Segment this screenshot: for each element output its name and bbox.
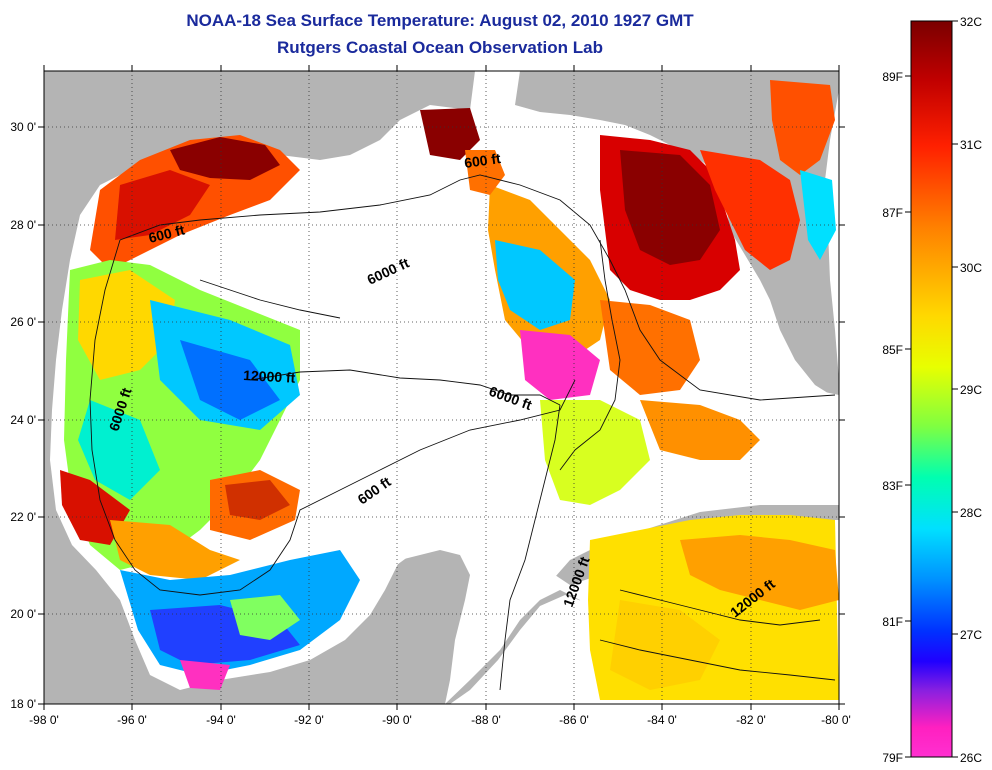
celsius-label: 29C [960,383,982,397]
celsius-label: 27C [960,628,982,642]
map-panel: 600 ft 600 ft 6000 ft 12000 ft 6000 ft 6… [43,70,840,705]
fahrenheit-label: 79F [882,751,903,765]
colorbar-fahrenheit-labels: 89F 87F 85F 83F 81F 79F [882,70,903,765]
map-subtitle: Rutgers Coastal Ocean Observation Lab [277,38,603,57]
celsius-label: 30C [960,261,982,275]
map-title: NOAA-18 Sea Surface Temperature: August … [186,11,694,30]
celsius-label: 26C [960,751,982,765]
lon-tick-label: -94 0' [206,713,236,727]
graticule [44,71,839,704]
lat-tick-label: 30 0' [10,120,36,134]
contour-label: 12000 ft [243,367,296,386]
lon-tick-label: -92 0' [294,713,324,727]
lon-tick-label: -82 0' [736,713,766,727]
sst-field [60,80,839,700]
lon-tick-label: -84 0' [647,713,677,727]
contour-label: 600 ft [463,150,502,171]
fahrenheit-label: 89F [882,70,903,84]
lat-tick-label: 26 0' [10,315,36,329]
colorbar: 32C 31C 30C 29C 28C 27C 26C 89F 87F 85F … [882,15,982,765]
lat-tick-label: 22 0' [10,510,36,524]
colorbar-gradient [910,20,953,758]
y-axis-labels: 18 0' 20 0' 22 0' 24 0' 26 0' 28 0' 30 0… [10,120,36,711]
x-axis-labels: -98 0' -96 0' -94 0' -92 0' -90 0' -88 0… [29,713,851,727]
lat-tick-label: 20 0' [10,607,36,621]
depth-contours [89,174,836,691]
lat-tick-label: 24 0' [10,413,36,427]
lat-tick-label: 28 0' [10,218,36,232]
lon-tick-label: -80 0' [821,713,851,727]
colorbar-celsius-labels: 32C 31C 30C 29C 28C 27C 26C [960,15,982,765]
lon-tick-label: -90 0' [382,713,412,727]
lon-tick-label: -86 0' [559,713,589,727]
celsius-label: 28C [960,506,982,520]
fahrenheit-label: 85F [882,343,903,357]
lon-tick-label: -88 0' [471,713,501,727]
fahrenheit-label: 83F [882,479,903,493]
fahrenheit-label: 81F [882,615,903,629]
celsius-label: 32C [960,15,982,29]
axis-ticks [38,65,845,710]
lon-tick-label: -98 0' [29,713,59,727]
lat-tick-label: 18 0' [10,697,36,711]
fahrenheit-label: 87F [882,206,903,220]
celsius-label: 31C [960,138,982,152]
lon-tick-label: -96 0' [117,713,147,727]
